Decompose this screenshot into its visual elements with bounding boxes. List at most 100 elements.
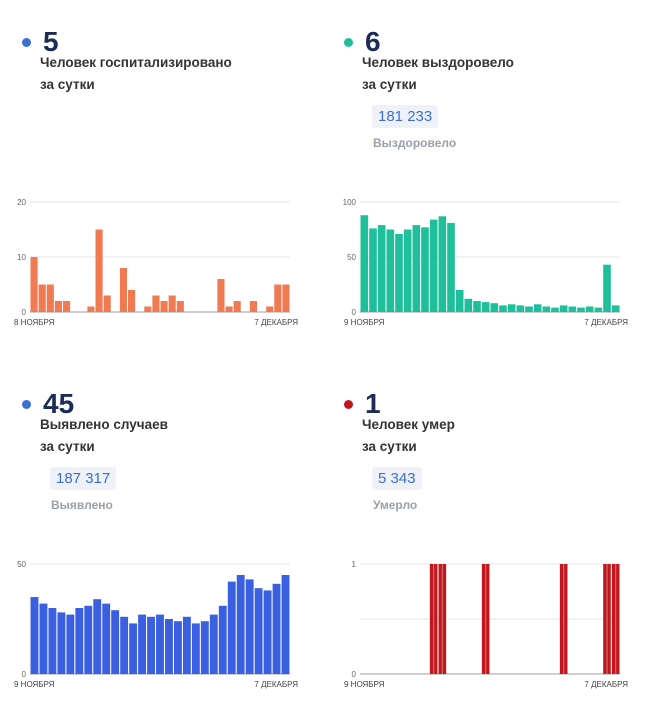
recovered-desc-line1: Человек выздоровело <box>362 55 514 70</box>
recovered-total: 181 233 <box>372 105 439 128</box>
bar <box>282 284 290 312</box>
y-tick-label: 0 <box>352 308 357 317</box>
bar <box>168 295 176 312</box>
bar <box>421 227 429 312</box>
bar <box>152 295 160 312</box>
bar <box>111 610 120 674</box>
detected-count: 45 <box>43 388 75 419</box>
died-dot-icon <box>344 399 353 409</box>
x-label-end: 7 ДЕКАБРЯ <box>254 680 298 689</box>
recovered-description: Человек выздоровело за сутки <box>362 52 622 96</box>
recovered-desc-line2: за сутки <box>362 77 417 92</box>
hospitalized-description: Человек госпитализировано за сутки <box>40 52 300 96</box>
bar <box>128 290 136 312</box>
x-label-start: 9 НОЯБРЯ <box>344 318 385 327</box>
bar <box>603 564 611 674</box>
bar <box>46 284 54 312</box>
hospitalized-desc-line2: за сутки <box>40 77 95 92</box>
bar <box>447 222 455 312</box>
bar <box>233 301 241 312</box>
bar <box>209 614 218 674</box>
bar <box>138 614 147 674</box>
bar <box>63 301 71 312</box>
bar <box>66 614 75 674</box>
bar <box>144 306 152 312</box>
bar <box>464 298 473 312</box>
bar <box>274 284 282 312</box>
bar <box>438 216 447 312</box>
recovered-chart: 0 50 100 9 НОЯБРЯ 7 ДЕКАБРЯ <box>343 198 629 327</box>
bar <box>377 225 386 312</box>
x-label-end: 7 ДЕКАБРЯ <box>254 318 298 327</box>
bar-highlight <box>441 564 443 674</box>
bar <box>30 257 38 312</box>
bar <box>395 233 403 312</box>
bar <box>603 264 611 312</box>
bar-highlight <box>563 564 565 674</box>
bar <box>481 564 490 674</box>
y-tick-label: 50 <box>17 560 26 569</box>
bar <box>568 306 577 312</box>
detected-desc-line2: за сутки <box>40 439 95 454</box>
bar <box>263 590 272 674</box>
hospitalized-chart: 0 10 20 8 НОЯБРЯ 7 ДЕКАБРЯ <box>14 198 298 327</box>
bar <box>48 608 57 674</box>
bar <box>38 284 46 312</box>
bar <box>254 588 263 674</box>
bar-highlight <box>485 564 487 674</box>
bar <box>360 215 369 312</box>
bar <box>249 301 257 312</box>
died-desc-line2: за сутки <box>362 439 417 454</box>
bar <box>272 583 281 674</box>
detected-chart: 0 50 9 НОЯБРЯ 7 ДЕКАБРЯ <box>14 560 298 689</box>
bar <box>559 564 568 674</box>
recovered-headline: 6 <box>342 22 381 62</box>
bar <box>93 599 102 674</box>
bar <box>57 612 66 674</box>
bar <box>165 619 173 674</box>
bar <box>182 616 191 674</box>
recovered-count: 6 <box>365 26 381 57</box>
x-label-start: 9 НОЯБРЯ <box>344 680 385 689</box>
bar <box>102 603 111 674</box>
died-description: Человек умер за сутки <box>362 414 622 458</box>
bar <box>386 229 395 312</box>
died-total: 5 343 <box>372 467 422 490</box>
hospitalized-count: 5 <box>43 26 59 57</box>
bar <box>147 616 155 674</box>
bar-highlight <box>615 564 617 674</box>
detected-total: 187 317 <box>50 467 117 490</box>
bar <box>455 290 464 312</box>
bar <box>369 228 377 312</box>
bar <box>200 621 209 674</box>
bar <box>54 301 62 312</box>
bar <box>281 575 290 674</box>
died-headline: 1 <box>342 384 381 424</box>
bar <box>438 564 447 674</box>
hospitalized-headline: 5 <box>20 22 59 62</box>
bar <box>39 603 48 674</box>
bar <box>84 605 93 674</box>
died-count: 1 <box>365 388 381 419</box>
bar <box>30 597 39 674</box>
bar <box>473 301 481 312</box>
bar <box>403 229 412 312</box>
detected-description: Выявлено случаев за сутки <box>40 414 300 458</box>
bar <box>95 229 103 312</box>
y-tick-label: 50 <box>347 253 356 262</box>
detected-total-label: Выявлено <box>51 498 113 512</box>
hospitalized-desc-line1: Человек госпитализировано <box>40 55 232 70</box>
bar <box>533 304 542 312</box>
bar <box>225 306 233 312</box>
bar <box>120 616 129 674</box>
x-label-start: 9 НОЯБРЯ <box>14 680 55 689</box>
y-tick-label: 10 <box>17 253 26 262</box>
y-tick-label: 100 <box>343 198 357 207</box>
bar <box>191 623 200 674</box>
bar <box>499 305 507 312</box>
bar <box>176 301 184 312</box>
recovered-total-label: Выздоровело <box>373 136 457 150</box>
bar <box>129 623 138 674</box>
y-tick-label: 0 <box>352 670 357 679</box>
bar <box>551 307 559 312</box>
